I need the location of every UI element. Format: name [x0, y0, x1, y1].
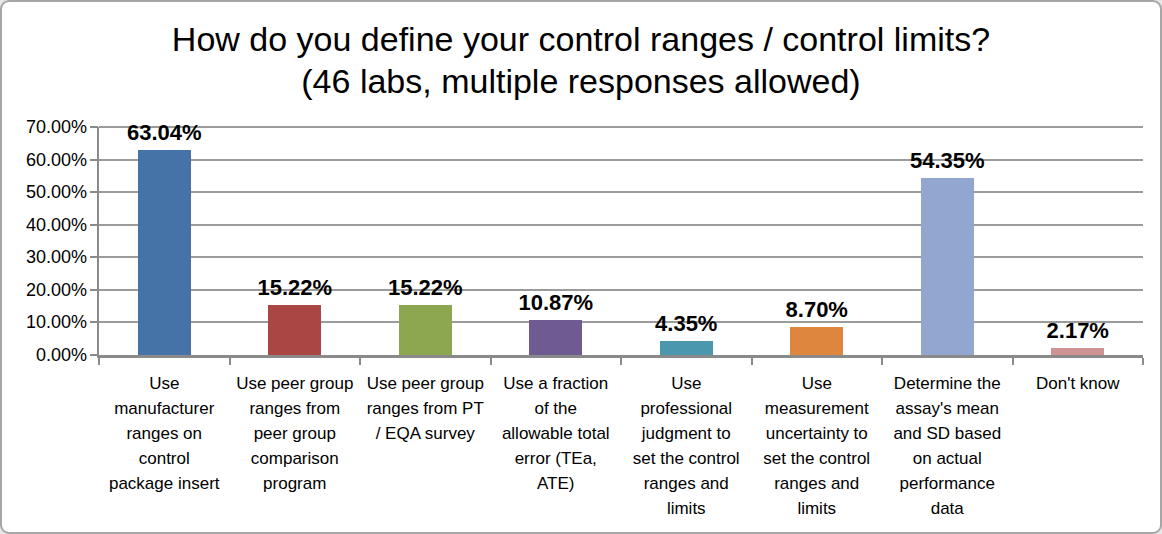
y-tick-label: 60.00%: [26, 149, 87, 170]
x-axis-tick: [881, 358, 883, 365]
bar-4: [529, 320, 582, 355]
x-category-label-text: Don't know: [1036, 371, 1120, 396]
x-axis-tick: [490, 358, 492, 365]
gridline: [99, 126, 1143, 128]
y-axis-tick: [90, 256, 98, 258]
bar-value-label: 4.35%: [655, 311, 717, 337]
y-axis-tick: [90, 159, 98, 161]
x-category-label: Determine the assay's mean and SD based …: [882, 371, 1013, 521]
bar-value-label: 54.35%: [910, 148, 985, 174]
bar-value-label: 15.22%: [257, 275, 332, 301]
y-axis-tick: [90, 321, 98, 323]
x-category-label-text: Use peer group ranges from peer group co…: [236, 371, 353, 496]
bar-value-label: 15.22%: [388, 275, 463, 301]
y-axis-tick: [90, 224, 98, 226]
y-axis-tick: [90, 354, 98, 356]
title-block: How do you define your control ranges / …: [2, 18, 1160, 102]
gridline: [99, 289, 1143, 291]
y-tick-label: 30.00%: [26, 247, 87, 268]
chart-title: How do you define your control ranges / …: [2, 18, 1160, 60]
bar-value-label: 8.70%: [786, 297, 848, 323]
y-axis-tick: [90, 191, 98, 193]
x-category-label: Use professional judgment to set the con…: [621, 371, 752, 521]
x-category-label: Don't know: [1013, 371, 1144, 396]
bar-7: [921, 178, 974, 355]
bar-2: [268, 305, 321, 355]
chart-subtitle: (46 labs, multiple responses allowed): [2, 60, 1160, 102]
chart-frame: How do you define your control ranges / …: [0, 0, 1162, 534]
x-axis-tick: [359, 358, 361, 365]
gridline: [99, 256, 1143, 258]
bar-1: [138, 150, 191, 355]
x-axis-tick: [98, 358, 100, 365]
x-axis-tick: [620, 358, 622, 365]
y-tick-label: 20.00%: [26, 279, 87, 300]
x-axis-tick: [1142, 358, 1144, 365]
bar-value-label: 63.04%: [127, 120, 202, 146]
x-category-label: Use peer group ranges from peer group co…: [230, 371, 361, 496]
gridline: [99, 159, 1143, 161]
x-category-label-text: Determine the assay's mean and SD based …: [893, 371, 1001, 521]
bar-3: [399, 305, 452, 355]
x-axis-tick: [751, 358, 753, 365]
y-tick-label: 50.00%: [26, 182, 87, 203]
y-axis-tick: [90, 289, 98, 291]
x-category-label: Use manufacturer ranges on control packa…: [99, 371, 230, 496]
x-category-label-text: Use a fraction of the allowable total er…: [502, 371, 610, 496]
bar-6: [790, 327, 843, 355]
bar-5: [660, 341, 713, 355]
plot-area: 0.00%10.00%20.00%30.00%40.00%50.00%60.00…: [97, 127, 1143, 358]
y-tick-label: 70.00%: [26, 117, 87, 138]
y-tick-label: 10.00%: [26, 312, 87, 333]
x-category-label-text: Use manufacturer ranges on control packa…: [109, 371, 220, 496]
x-axis-tick: [1012, 358, 1014, 365]
x-category-label-text: Use measurement uncertainty to set the c…: [763, 371, 870, 521]
y-axis-tick: [90, 126, 98, 128]
x-axis-tick: [229, 358, 231, 365]
gridline: [99, 191, 1143, 193]
bar-value-label: 10.87%: [518, 290, 593, 316]
gridline: [99, 224, 1143, 226]
y-tick-label: 0.00%: [36, 345, 87, 366]
x-category-label-text: Use professional judgment to set the con…: [633, 371, 740, 521]
bar-value-label: 2.17%: [1047, 318, 1109, 344]
bar-8: [1051, 348, 1104, 355]
gridline: [99, 321, 1143, 323]
x-category-label: Use peer group ranges from PT / EQA surv…: [360, 371, 491, 446]
y-tick-label: 40.00%: [26, 214, 87, 235]
x-category-label-text: Use peer group ranges from PT / EQA surv…: [367, 371, 484, 446]
x-category-label: Use measurement uncertainty to set the c…: [752, 371, 883, 521]
x-category-label: Use a fraction of the allowable total er…: [491, 371, 622, 496]
